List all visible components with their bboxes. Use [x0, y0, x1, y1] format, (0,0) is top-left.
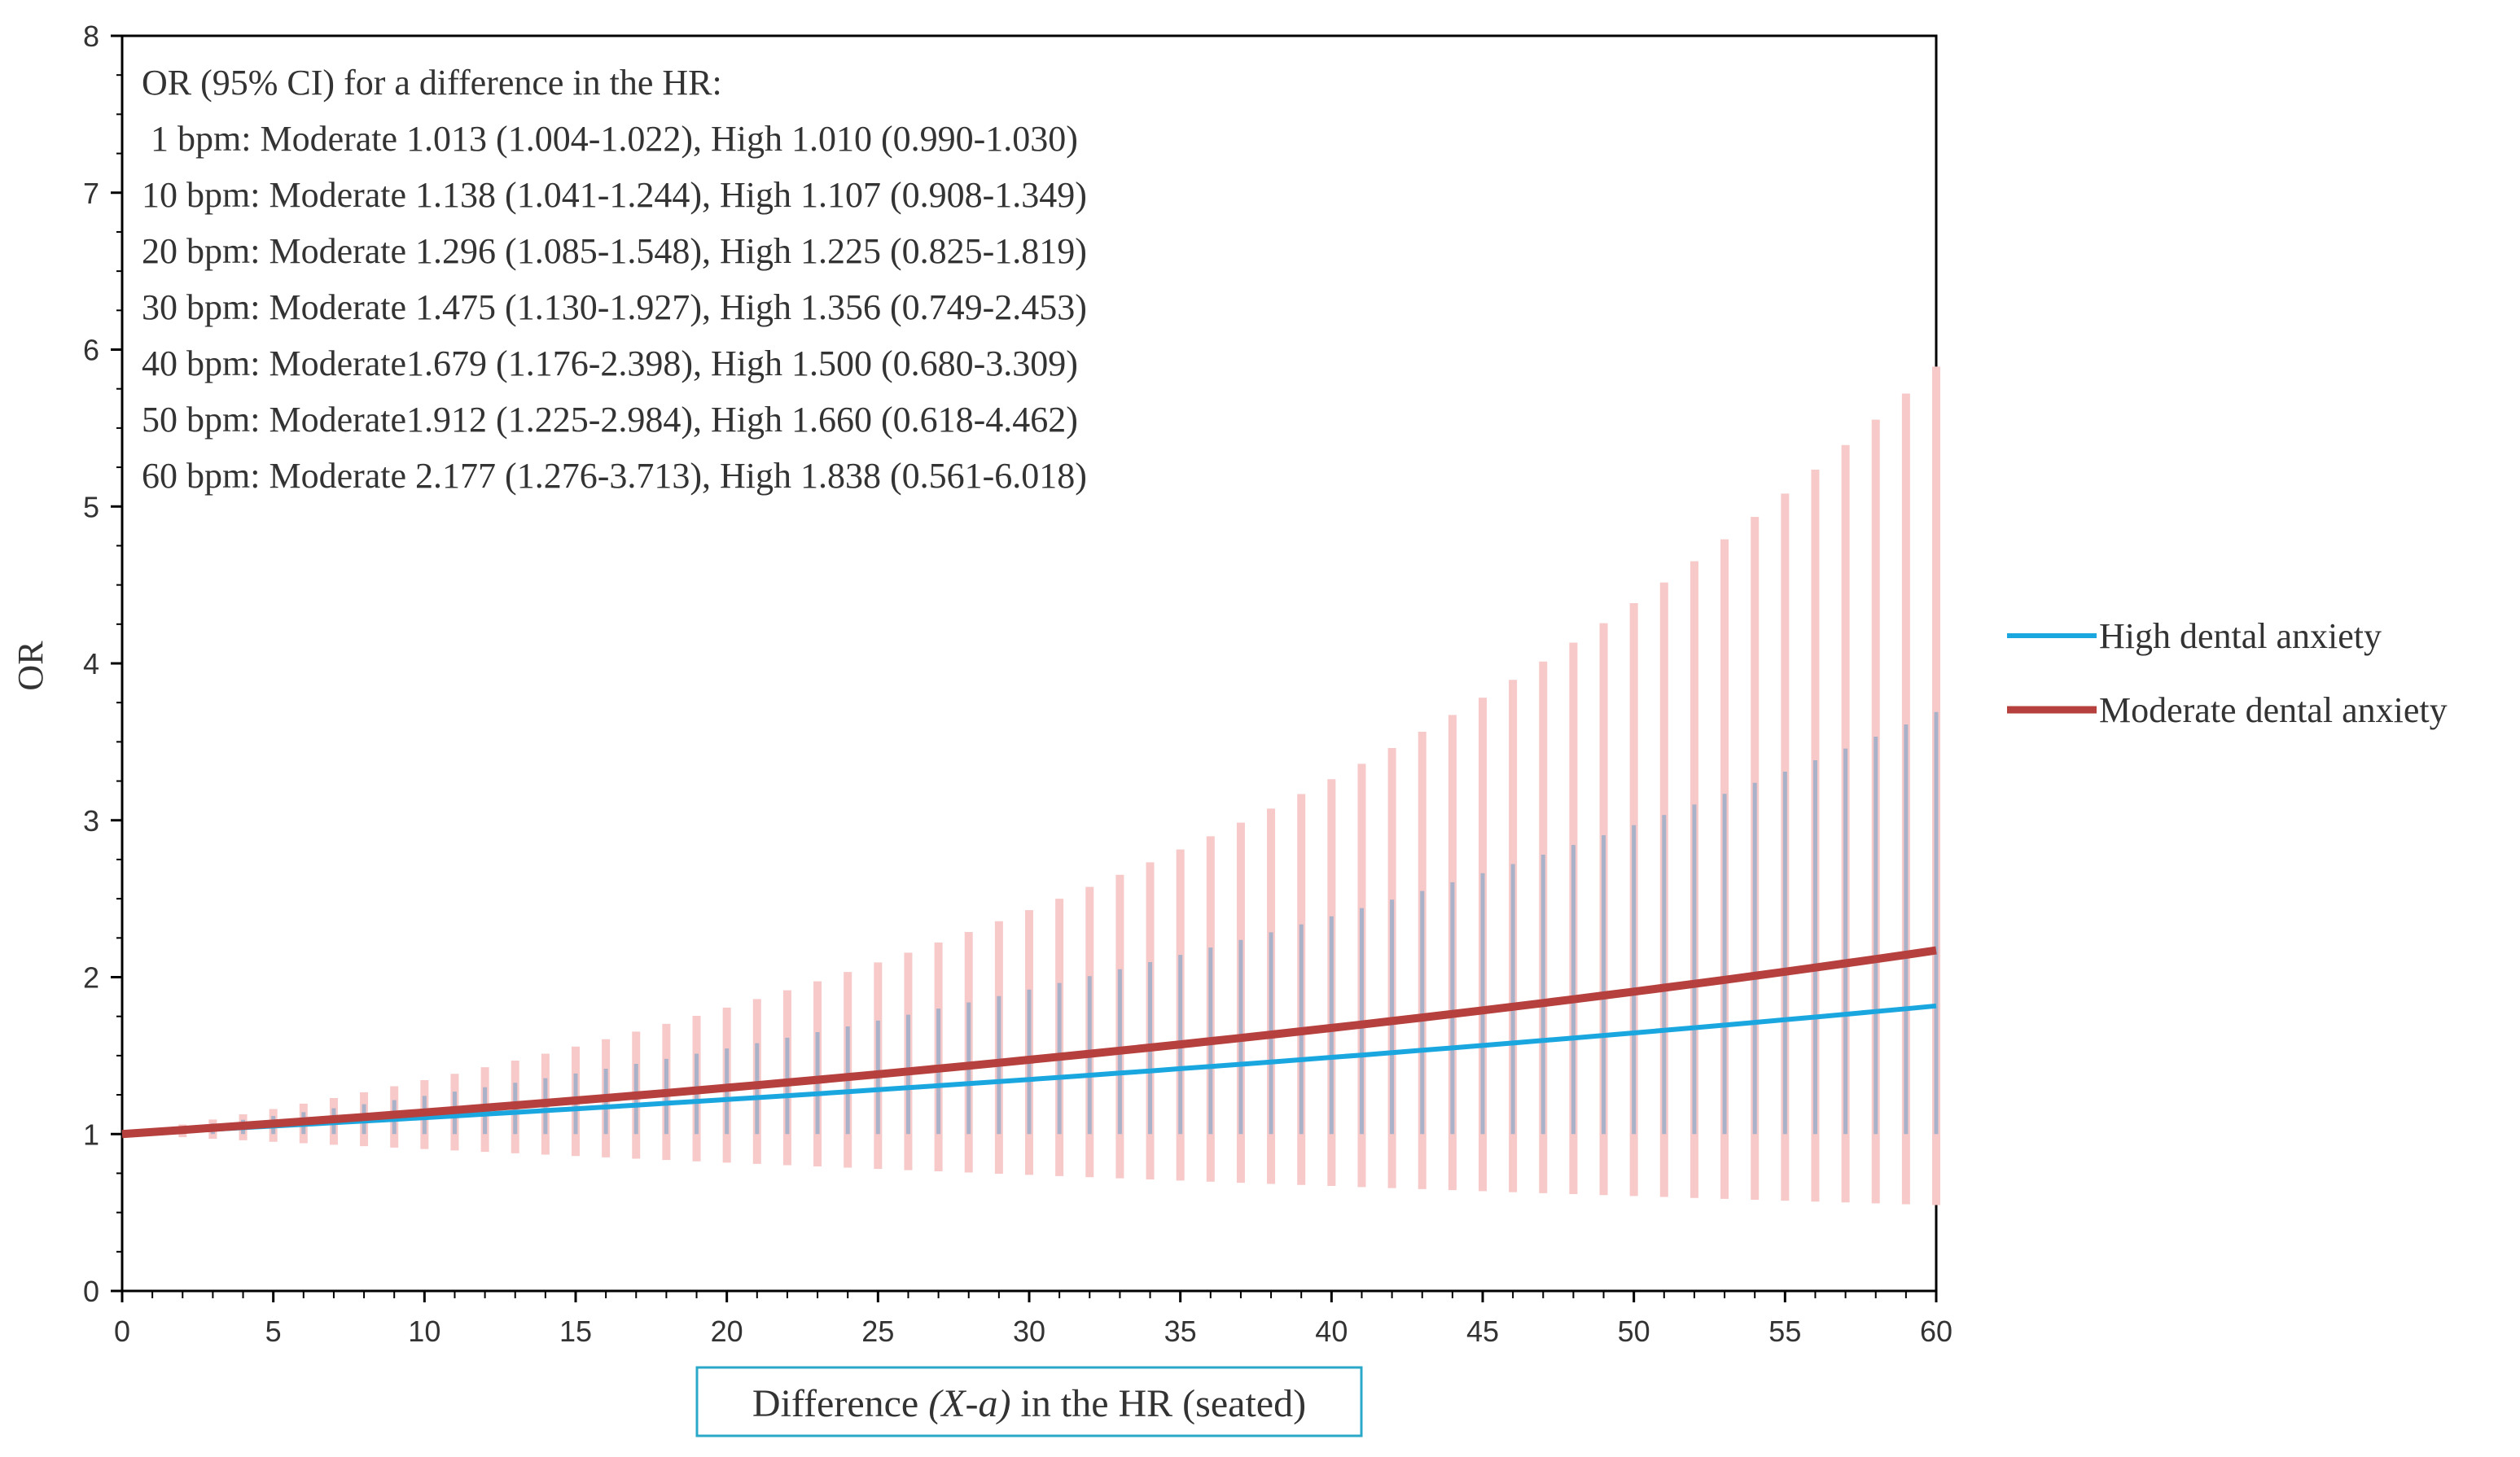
annotation-line-3: 20 bpm: Moderate 1.296 (1.085-1.548), Hi…: [142, 231, 1087, 271]
x-tick-label: 40: [1315, 1315, 1348, 1348]
or-annotation: OR (95% CI) for a difference in the HR: …: [142, 63, 1087, 496]
x-axis-label-part-3: in the HR (seated): [1011, 1382, 1307, 1425]
x-axis-label-part-1: Difference: [752, 1382, 928, 1425]
series-lines: [121, 946, 1937, 1139]
x-axis-label: Difference (X-a) in the HR (seated): [752, 1382, 1306, 1425]
y-axis-label: OR: [11, 641, 50, 691]
series-line-moderate: [121, 946, 1937, 1139]
x-tick-label: 45: [1466, 1315, 1499, 1348]
y-tick-label: 6: [83, 334, 99, 367]
y-tick-label: 2: [83, 961, 99, 995]
x-tick-label: 30: [1013, 1315, 1045, 1348]
y-tick-label: 5: [83, 490, 99, 523]
annotation-line-2: 10 bpm: Moderate 1.138 (1.041-1.244), Hi…: [142, 175, 1087, 215]
x-tick-label: 0: [114, 1315, 130, 1348]
x-tick-label: 25: [861, 1315, 894, 1348]
x-tick-label: 20: [711, 1315, 743, 1348]
annotation-line-6: 50 bpm: Moderate1.912 (1.225-2.984), Hig…: [142, 400, 1078, 440]
x-tick-label: 5: [265, 1315, 282, 1348]
x-tick-label: 50: [1618, 1315, 1650, 1348]
x-tick-label: 60: [1920, 1315, 1952, 1348]
y-tick-label: 3: [83, 804, 99, 838]
x-tick-label: 10: [408, 1315, 440, 1348]
legend-label-moderate: Moderate dental anxiety: [2099, 690, 2448, 730]
y-tick-label: 7: [83, 177, 99, 210]
annotation-line-5: 40 bpm: Moderate1.679 (1.176-2.398), Hig…: [142, 343, 1078, 383]
x-tick-label: 15: [559, 1315, 592, 1348]
x-axis-label-box: [695, 1366, 1363, 1437]
x-tick-label: 55: [1768, 1315, 1801, 1348]
series-line-high: [121, 1003, 1937, 1137]
x-axis-label-part-2: (X-a): [928, 1382, 1010, 1425]
x-tick-label: 35: [1164, 1315, 1197, 1348]
y-tick-label: 8: [83, 20, 99, 53]
legend: High dental anxiety Moderate dental anxi…: [2007, 616, 2448, 730]
annotation-line-4: 30 bpm: Moderate 1.475 (1.130-1.927), Hi…: [142, 287, 1087, 327]
annotation-line-0: OR (95% CI) for a difference in the HR:: [142, 63, 722, 103]
legend-label-high: High dental anxiety: [2099, 616, 2382, 656]
y-tick-label: 4: [83, 647, 99, 680]
annotation-line-7: 60 bpm: Moderate 2.177 (1.276-3.713), Hi…: [142, 456, 1087, 496]
y-tick-label: 1: [83, 1118, 99, 1151]
annotation-line-1: 1 bpm: Moderate 1.013 (1.004-1.022), Hig…: [142, 119, 1078, 159]
y-tick-label: 0: [83, 1275, 99, 1308]
